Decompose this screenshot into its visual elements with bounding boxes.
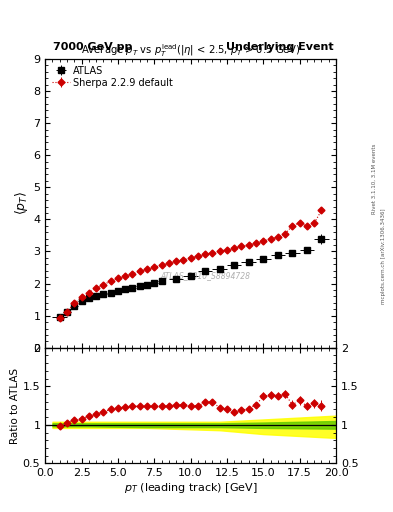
Text: ATLAS_2010_S8894728: ATLAS_2010_S8894728 — [160, 271, 250, 280]
Y-axis label: Ratio to ATLAS: Ratio to ATLAS — [10, 368, 20, 443]
X-axis label: $p_T$ (leading track) [GeV]: $p_T$ (leading track) [GeV] — [124, 481, 257, 495]
Legend: ATLAS, Sherpa 2.2.9 default: ATLAS, Sherpa 2.2.9 default — [50, 63, 175, 90]
Y-axis label: $\langle p_T \rangle$: $\langle p_T \rangle$ — [13, 191, 30, 216]
Text: Underlying Event: Underlying Event — [226, 42, 333, 52]
Text: mcplots.cern.ch [arXiv:1306.3436]: mcplots.cern.ch [arXiv:1306.3436] — [381, 208, 386, 304]
Title: Average $p_T$ vs $p_T^{\rm lead}$(|$\eta$| < 2.5, $p_T$ > 0.5 GeV): Average $p_T$ vs $p_T^{\rm lead}$(|$\eta… — [81, 42, 301, 59]
Text: Rivet 3.1.10, 3.1M events: Rivet 3.1.10, 3.1M events — [372, 144, 376, 215]
Text: 7000 GeV pp: 7000 GeV pp — [53, 42, 132, 52]
